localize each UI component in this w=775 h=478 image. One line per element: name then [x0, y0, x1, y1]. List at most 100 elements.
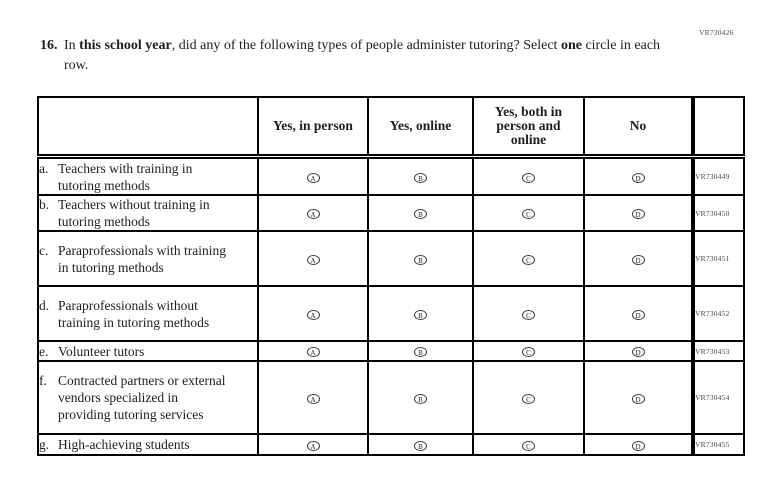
option-cell: D [583, 155, 694, 196]
option-bubble-c[interactable]: C [522, 172, 535, 183]
row-label-text: Teachers with training in tutoring metho… [58, 160, 193, 193]
option-bubble-b[interactable]: B [414, 393, 427, 404]
option-cell: A [257, 285, 369, 342]
row-label-cell: g. High-achieving students [37, 433, 259, 456]
row-label: g. High-achieving students [40, 436, 256, 453]
row-label: d. Paraprofessionals without training in … [39, 297, 256, 331]
column-header: Yes, online [367, 96, 474, 159]
option-cell: B [367, 194, 474, 232]
option-cell: C [472, 360, 585, 435]
option-bubble-b[interactable]: B [414, 309, 427, 320]
row-label: c. Paraprofessionals with training in tut… [39, 242, 256, 276]
question-text-segment: In [64, 38, 80, 53]
option-bubble-c[interactable]: C [522, 440, 535, 451]
column-header-empty [691, 96, 745, 159]
option-bubble-d[interactable]: D [631, 309, 645, 320]
option-bubble-c[interactable]: C [522, 393, 535, 404]
option-bubble-b[interactable]: B [414, 209, 427, 219]
row-code: VR730451 [691, 230, 745, 287]
table-row: a. Teachers with training in tutoring met… [37, 155, 745, 196]
row-label: e. Volunteer tutors [39, 343, 256, 359]
option-bubble-a[interactable]: A [306, 209, 320, 219]
row-label-cell: f. Contracted partners or external vendor… [37, 360, 259, 435]
option-bubble-d[interactable]: D [631, 393, 645, 404]
row-letter: e. [39, 343, 49, 359]
row-label: f. Contracted partners or external vendor… [39, 372, 256, 423]
option-bubble-d[interactable]: D [631, 209, 645, 219]
row-label-cell: e. Volunteer tutors [37, 340, 259, 362]
option-bubble-d[interactable]: D [631, 254, 645, 265]
response-grid: Yes, in person Yes, online Yes, both in pe… [37, 96, 745, 456]
grid-body: a. Teachers with training in tutoring met… [37, 155, 745, 456]
option-bubble-a[interactable]: A [306, 172, 320, 183]
option-cell: D [583, 360, 694, 435]
option-cell: B [367, 340, 474, 362]
option-bubble-c[interactable]: C [522, 254, 535, 265]
option-bubble-b[interactable]: B [414, 440, 427, 451]
option-bubble-c[interactable]: C [522, 309, 535, 320]
option-bubble-a[interactable]: A [306, 347, 320, 357]
row-code: VR730455 [691, 433, 745, 456]
option-cell: D [583, 285, 694, 342]
question-text-segment: circle in each row. [64, 38, 661, 73]
question-16: 16. In this school year, did any of the … [40, 36, 668, 75]
row-label-cell: b. Teachers without training in tutoring … [37, 194, 259, 232]
row-label-cell: a. Teachers with training in tutoring met… [37, 155, 259, 196]
question-text-segment: , did any of the following types of peop… [171, 38, 561, 53]
row-label-text: High-achieving students [58, 437, 190, 452]
option-bubble-d[interactable]: D [631, 440, 645, 451]
option-bubble-b[interactable]: B [414, 347, 427, 357]
option-cell: C [472, 155, 585, 196]
option-cell: C [472, 194, 585, 232]
row-label-cell: c. Paraprofessionals with training in tut… [37, 230, 259, 287]
row-letter: d. [39, 297, 50, 313]
row-letter: f. [39, 373, 47, 388]
option-bubble-a[interactable]: A [306, 393, 320, 404]
table-row: b. Teachers without training in tutoring … [37, 194, 745, 232]
option-cell: A [257, 155, 369, 196]
option-cell: A [257, 433, 369, 456]
option-cell: A [257, 360, 369, 435]
table-row: c. Paraprofessionals with training in tut… [37, 230, 745, 287]
row-label-text: Teachers without training in tutoring me… [58, 197, 210, 229]
row-letter: a. [39, 160, 49, 176]
row-code: VR730453 [691, 340, 745, 362]
column-header: No [583, 96, 694, 159]
table-row: e. Volunteer tutors A B C D VR730453 [37, 340, 745, 362]
option-cell: D [583, 194, 694, 232]
option-cell: D [583, 340, 694, 362]
row-letter: c. [39, 242, 49, 258]
option-bubble-a[interactable]: A [306, 440, 320, 451]
option-bubble-a[interactable]: A [306, 309, 320, 320]
option-bubble-c[interactable]: C [522, 347, 535, 357]
row-label-text: Volunteer tutors [58, 343, 145, 359]
option-cell: B [367, 230, 474, 287]
column-header-empty [37, 96, 259, 159]
row-code: VR730450 [691, 194, 745, 232]
option-cell: B [367, 285, 474, 342]
option-bubble-c[interactable]: C [522, 209, 535, 219]
option-cell: A [257, 230, 369, 287]
option-cell: D [583, 230, 694, 287]
row-label: b. Teachers without training in tutoring … [40, 197, 256, 229]
option-bubble-b[interactable]: B [414, 254, 427, 265]
row-code: VR730449 [691, 155, 745, 196]
column-header: Yes, both in person and online [472, 96, 585, 159]
option-cell: C [472, 285, 585, 342]
option-bubble-a[interactable]: A [306, 254, 320, 265]
header-row: Yes, in person Yes, online Yes, both in pe… [37, 96, 745, 159]
option-cell: C [472, 230, 585, 287]
option-bubble-d[interactable]: D [631, 347, 645, 357]
option-bubble-d[interactable]: D [631, 172, 645, 183]
form-code-top-right: VR730426 [699, 28, 734, 37]
table-row: g. High-achieving students A B C D VR730455 [37, 433, 745, 456]
option-bubble-b[interactable]: B [414, 172, 427, 183]
table-row: d. Paraprofessionals without training in … [37, 285, 745, 342]
row-label-text: Contracted partners or external vendors … [58, 373, 226, 422]
question-number: 16. [40, 38, 58, 53]
row-label-cell: d. Paraprofessionals without training in … [37, 285, 259, 342]
row-code: VR730454 [691, 360, 745, 435]
question-text: In this school year, did any of the foll… [64, 36, 668, 75]
option-cell: D [583, 433, 694, 456]
